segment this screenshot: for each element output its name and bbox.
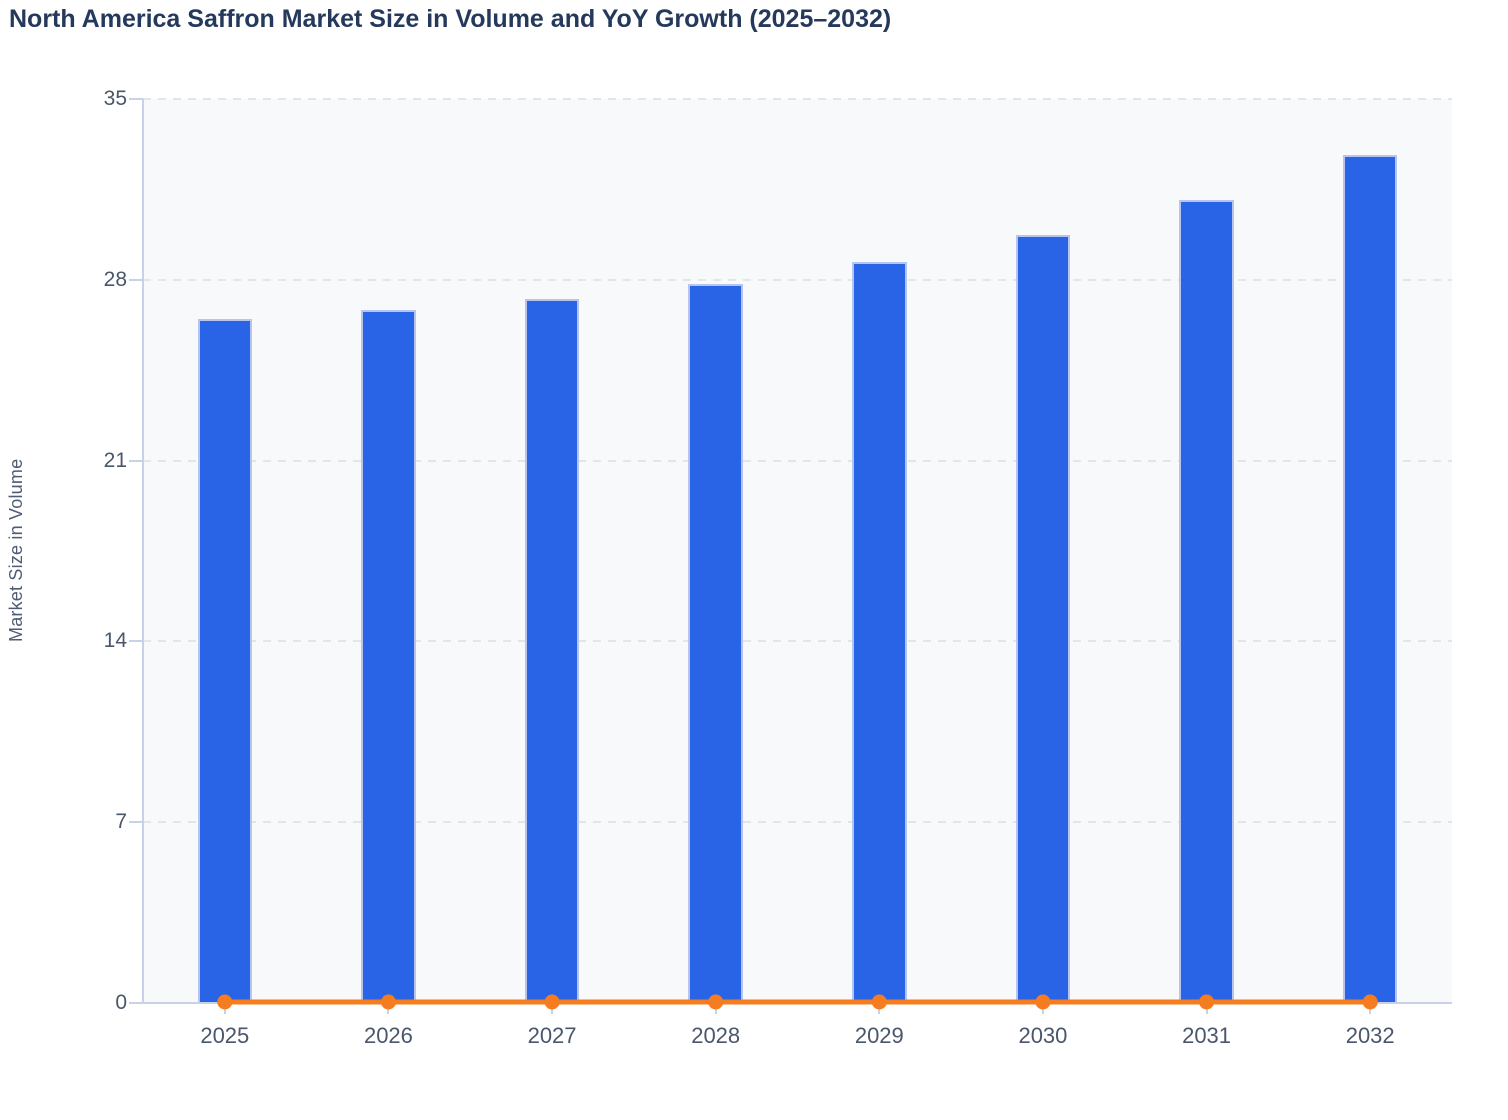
gridline-14 bbox=[143, 640, 1452, 643]
x-tick-label-2031: 2031 bbox=[1182, 1023, 1232, 1048]
bar-2031[interactable] bbox=[1179, 199, 1234, 1003]
yoy-marker-2032[interactable] bbox=[1362, 994, 1378, 1010]
y-tick-label-28: 28 bbox=[103, 267, 127, 291]
x-tick-label-2029: 2029 bbox=[854, 1023, 904, 1048]
yoy-marker-2028[interactable] bbox=[708, 994, 724, 1010]
y-tick-label-0: 0 bbox=[115, 991, 127, 1014]
y-axis-title: Market Size in Volume bbox=[6, 458, 26, 642]
bar-2027[interactable] bbox=[524, 299, 580, 1003]
bar-2032[interactable] bbox=[1342, 154, 1398, 1003]
x-tick-label-2026: 2026 bbox=[363, 1023, 413, 1048]
gridline-7 bbox=[143, 821, 1452, 824]
yoy-marker-2025[interactable] bbox=[217, 994, 233, 1010]
chart-title: North America Saffron Market Size in Vol… bbox=[9, 5, 892, 33]
x-tick-label-2025: 2025 bbox=[200, 1023, 250, 1048]
bar-2026[interactable] bbox=[361, 309, 416, 1003]
yoy-marker-2026[interactable] bbox=[380, 994, 396, 1010]
plot-area bbox=[143, 99, 1452, 1003]
yoy-marker-2029[interactable] bbox=[871, 994, 887, 1010]
y-tick-21 bbox=[129, 459, 143, 462]
bar-2029[interactable] bbox=[852, 261, 907, 1003]
x-tick-label-2032: 2032 bbox=[1345, 1023, 1395, 1048]
y-axis-line bbox=[141, 99, 144, 1004]
x-tick-label-2027: 2027 bbox=[527, 1023, 577, 1048]
yoy-marker-2031[interactable] bbox=[1199, 994, 1215, 1010]
gridline-28 bbox=[143, 278, 1452, 281]
y-tick-label-14: 14 bbox=[103, 629, 127, 653]
x-tick-label-2028: 2028 bbox=[691, 1023, 741, 1048]
bar-2025[interactable] bbox=[197, 318, 253, 1003]
bar-2028[interactable] bbox=[688, 283, 743, 1003]
yoy-marker-2030[interactable] bbox=[1035, 994, 1051, 1010]
gridline-21 bbox=[143, 459, 1452, 462]
y-tick-0 bbox=[129, 1002, 143, 1004]
y-tick-label-21: 21 bbox=[103, 448, 127, 472]
y-tick-28 bbox=[129, 278, 143, 281]
y-tick-35 bbox=[129, 98, 143, 100]
yoy-line-layer bbox=[217, 994, 1378, 1010]
y-tick-14 bbox=[129, 640, 143, 643]
x-tick-label-2030: 2030 bbox=[1018, 1023, 1068, 1048]
y-tick-label-7: 7 bbox=[115, 810, 127, 834]
yoy-marker-2027[interactable] bbox=[544, 994, 560, 1010]
bar-2030[interactable] bbox=[1015, 234, 1071, 1003]
y-tick-7 bbox=[129, 821, 143, 824]
y-tick-label-35: 35 bbox=[103, 87, 127, 110]
gridline-35 bbox=[143, 98, 1452, 100]
